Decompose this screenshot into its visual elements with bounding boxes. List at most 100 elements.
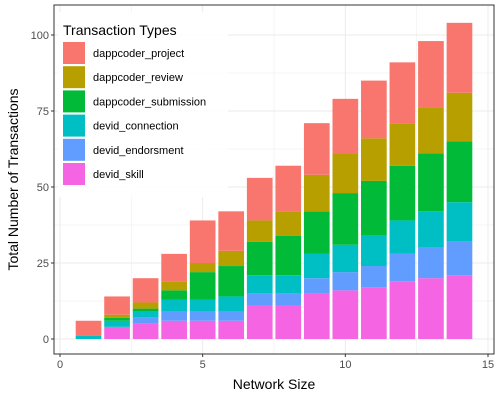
bar-devid_skill-8 xyxy=(275,305,302,339)
bar-devid_endorsment-11 xyxy=(361,266,387,288)
bar-dappcoder_review-14 xyxy=(446,92,473,142)
bar-dappcoder_submission-7 xyxy=(246,241,273,276)
bar-dappcoder_submission-10 xyxy=(332,193,359,245)
bar-dappcoder_project-1 xyxy=(75,320,102,336)
bar-dappcoder_project-3 xyxy=(132,278,159,303)
bar-dappcoder_project-13 xyxy=(418,41,444,108)
bar-dappcoder_review-7 xyxy=(246,220,273,242)
legend-label-dappcoder_project: dappcoder_project xyxy=(93,48,184,60)
y-tick-label: 25 xyxy=(37,258,49,270)
bar-dappcoder_review-12 xyxy=(389,123,416,166)
bar-dappcoder_project-8 xyxy=(275,165,302,212)
bar-devid_endorsment-5 xyxy=(189,311,216,321)
bar-dappcoder_project-6 xyxy=(218,211,245,251)
legend-key-devid_skill xyxy=(63,163,85,185)
x-tick-label: 5 xyxy=(200,359,206,371)
bar-devid_endorsment-4 xyxy=(161,311,187,321)
bar-devid_connection-5 xyxy=(189,299,216,312)
bar-devid_endorsment-10 xyxy=(332,272,359,291)
bar-dappcoder_submission-3 xyxy=(132,308,159,312)
bar-devid_skill-2 xyxy=(104,326,130,339)
legend-label-devid_endorsment: devid_endorsment xyxy=(93,145,184,157)
bar-devid_connection-4 xyxy=(161,299,187,312)
legend-label-devid_connection: devid_connection xyxy=(93,121,179,133)
x-tick-label: 0 xyxy=(57,359,63,371)
legend-background xyxy=(58,12,228,197)
legend-key-dappcoder_project xyxy=(63,42,85,64)
bar-devid_connection-13 xyxy=(418,211,444,248)
bar-dappcoder_project-2 xyxy=(104,296,130,315)
bar-devid_skill-13 xyxy=(418,278,444,339)
bars-group xyxy=(75,22,473,339)
bar-dappcoder_project-10 xyxy=(332,98,359,154)
legend-key-dappcoder_review xyxy=(63,66,85,89)
bar-devid_endorsment-12 xyxy=(389,253,416,282)
bar-dappcoder_review-2 xyxy=(104,314,130,318)
legend: Transaction Types dappcoder_projectdappc… xyxy=(58,12,228,197)
bar-dappcoder_project-12 xyxy=(389,62,416,124)
legend-label-dappcoder_review: dappcoder_review xyxy=(93,72,183,84)
bar-devid_endorsment-3 xyxy=(132,317,159,324)
bar-dappcoder_project-11 xyxy=(361,80,387,139)
y-tick-label: 0 xyxy=(43,334,49,346)
bar-dappcoder_project-9 xyxy=(303,123,330,175)
bar-dappcoder_project-14 xyxy=(446,22,473,93)
legend-key-devid_endorsment xyxy=(63,138,85,161)
bar-devid_connection-12 xyxy=(389,220,416,254)
legend-key-dappcoder_submission xyxy=(63,90,85,113)
y-tick-label: 100 xyxy=(31,30,49,42)
bar-dappcoder_review-3 xyxy=(132,302,159,309)
bar-dappcoder_submission-13 xyxy=(418,153,444,212)
bar-dappcoder_review-6 xyxy=(218,250,245,267)
bar-dappcoder_submission-2 xyxy=(104,317,130,321)
bar-dappcoder_review-11 xyxy=(361,138,387,181)
bar-devid_skill-3 xyxy=(132,323,159,339)
bar-devid_endorsment-8 xyxy=(275,293,302,306)
bar-devid_skill-4 xyxy=(161,320,187,339)
bar-devid_connection-2 xyxy=(104,320,130,327)
bar-dappcoder_submission-14 xyxy=(446,141,473,203)
bar-dappcoder_review-13 xyxy=(418,107,444,154)
bar-devid_connection-11 xyxy=(361,235,387,267)
bar-dappcoder_submission-11 xyxy=(361,180,387,236)
bar-devid_connection-9 xyxy=(303,253,330,279)
legend-title: Transaction Types xyxy=(63,22,177,38)
bar-dappcoder_submission-4 xyxy=(161,290,187,300)
bar-dappcoder_review-9 xyxy=(303,174,330,212)
x-tick-label: 15 xyxy=(482,359,494,371)
y-axis-title: Total Number of Transactions xyxy=(5,88,21,270)
bar-devid_skill-12 xyxy=(389,281,416,339)
legend-label-dappcoder_submission: dappcoder_submission xyxy=(93,96,206,108)
y-tick-label: 50 xyxy=(37,182,49,194)
bar-devid_connection-8 xyxy=(275,275,302,294)
bar-devid_skill-5 xyxy=(189,320,216,339)
bar-dappcoder_submission-5 xyxy=(189,272,216,300)
y-tick-label: 75 xyxy=(37,106,49,118)
bar-devid_connection-14 xyxy=(446,202,473,242)
bar-devid_skill-9 xyxy=(303,293,330,339)
bar-devid_connection-10 xyxy=(332,244,359,273)
legend-label-devid_skill: devid_skill xyxy=(93,169,144,181)
bar-dappcoder_project-5 xyxy=(189,220,216,263)
bar-devid_endorsment-6 xyxy=(218,311,245,321)
x-tick-label: 10 xyxy=(339,359,351,371)
bar-devid_skill-10 xyxy=(332,290,359,339)
bar-devid_connection-3 xyxy=(132,311,159,318)
y-axis: 0 25 50 75 100 xyxy=(31,30,54,346)
bar-devid_skill-14 xyxy=(446,275,473,339)
bar-devid_connection-1 xyxy=(75,335,102,339)
bar-devid_endorsment-13 xyxy=(418,247,444,279)
x-axis-title: Network Size xyxy=(233,376,316,392)
bar-devid_endorsment-14 xyxy=(446,241,473,276)
bar-dappcoder_review-4 xyxy=(161,281,187,291)
bar-dappcoder_review-10 xyxy=(332,153,359,194)
legend-key-devid_connection xyxy=(63,114,85,137)
bar-dappcoder_submission-8 xyxy=(275,235,302,276)
bar-devid_skill-11 xyxy=(361,287,387,339)
bar-devid_connection-6 xyxy=(218,296,245,312)
bar-dappcoder_submission-12 xyxy=(389,165,416,221)
bar-dappcoder_project-4 xyxy=(161,253,187,282)
plot-border xyxy=(53,4,495,355)
x-axis: 0 5 10 15 xyxy=(57,354,494,371)
